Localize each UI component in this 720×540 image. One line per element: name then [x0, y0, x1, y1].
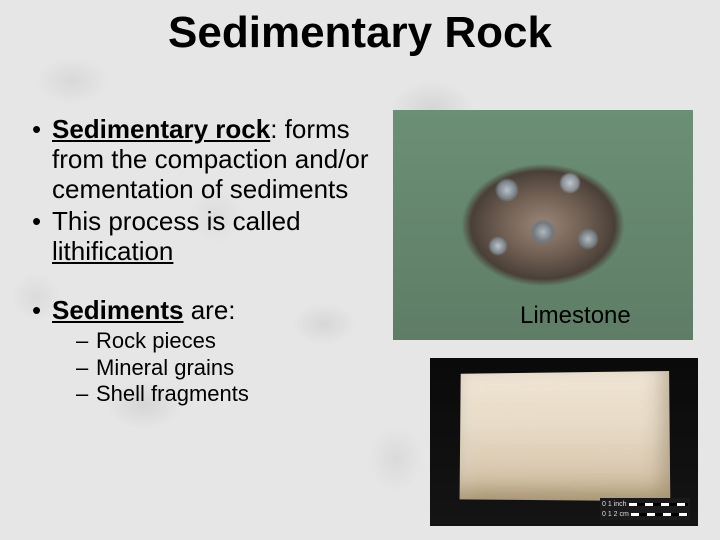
- image-caption-limestone: Limestone: [520, 302, 631, 330]
- content-block: Sedimentary rock: forms from the compact…: [28, 115, 388, 410]
- term-sedimentary-rock: Sedimentary rock: [52, 114, 270, 144]
- bullet-1: Sedimentary rock: forms from the compact…: [28, 115, 388, 205]
- scale-ruler: 0 1 inch 0 1 2 cm: [600, 498, 690, 520]
- bullet-3: Sediments are: Rock pieces Mineral grain…: [28, 296, 388, 407]
- limestone-block-image: 0 1 inch 0 1 2 cm: [430, 358, 698, 526]
- ruler-cm-label: 0 1 2 cm: [602, 511, 629, 518]
- ruler-inch-label: 0 1 inch: [602, 501, 627, 508]
- slide-title: Sedimentary Rock: [0, 8, 720, 58]
- bullet-2: This process is called lithification: [28, 207, 388, 267]
- sub-bullet-1: Rock pieces: [52, 328, 388, 354]
- bullet-3-rest: are:: [184, 295, 236, 325]
- term-lithification: lithification: [52, 236, 173, 266]
- bullet-2-prefix: This process is called: [52, 206, 301, 236]
- term-sediments: Sediments: [52, 295, 184, 325]
- sub-bullet-3: Shell fragments: [52, 381, 388, 407]
- sub-bullet-2: Mineral grains: [52, 355, 388, 381]
